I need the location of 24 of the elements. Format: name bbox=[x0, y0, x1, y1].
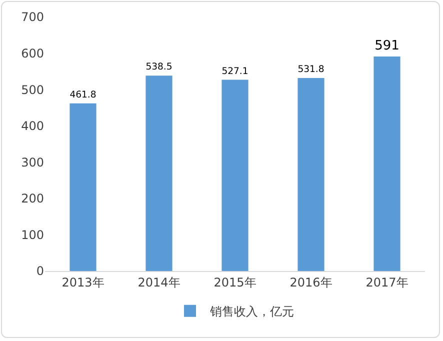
bar bbox=[70, 103, 96, 271]
y-tick-label: 700 bbox=[21, 10, 44, 24]
y-tick-label: 300 bbox=[21, 155, 44, 170]
y-tick-label: 100 bbox=[21, 228, 44, 242]
legend-label: 销售收入，亿元 bbox=[209, 304, 294, 319]
y-tick-label: 500 bbox=[21, 82, 44, 97]
bar bbox=[374, 56, 400, 271]
y-tick-label: 0 bbox=[36, 264, 44, 278]
data-label: 591 bbox=[374, 38, 400, 54]
bar bbox=[222, 80, 248, 271]
y-tick-label: 200 bbox=[21, 192, 44, 206]
data-label: 531.8 bbox=[298, 64, 324, 76]
data-label: 461.8 bbox=[70, 90, 96, 101]
y-tick-label: 600 bbox=[21, 46, 44, 60]
x-tick-label: 2017年 bbox=[366, 275, 408, 290]
x-tick-label: 2013年 bbox=[62, 275, 104, 290]
y-tick-label: 400 bbox=[21, 119, 44, 134]
x-tick-label: 2014年 bbox=[138, 275, 180, 290]
data-label: 527.1 bbox=[222, 66, 248, 77]
data-label: 538.5 bbox=[146, 62, 172, 73]
x-tick-label: 2016年 bbox=[290, 275, 332, 290]
bar bbox=[298, 78, 324, 271]
x-tick-label: 2015年 bbox=[214, 275, 256, 290]
bar bbox=[146, 76, 172, 271]
